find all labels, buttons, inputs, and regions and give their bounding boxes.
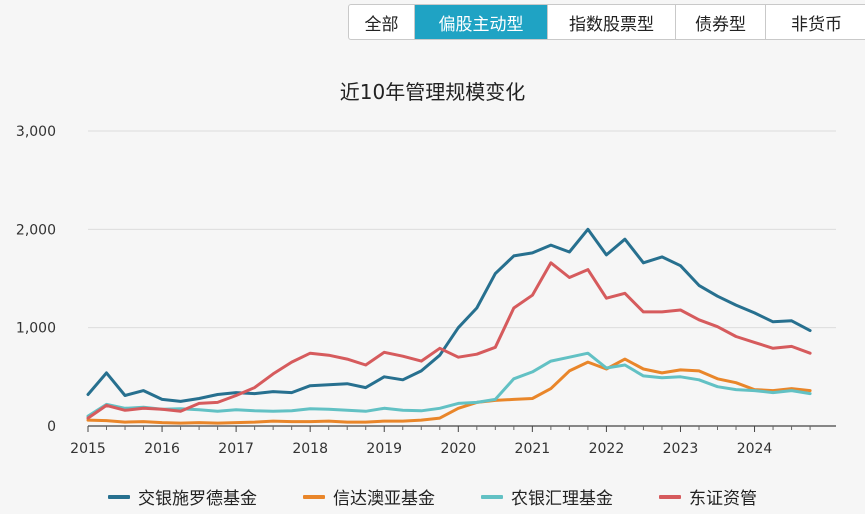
chart-title: 近10年管理规模变化 <box>339 80 526 104</box>
y-tick-label: 1,000 <box>16 321 56 337</box>
legend-label: 交银施罗德基金 <box>138 489 257 509</box>
x-tick-label: 2019 <box>366 441 402 457</box>
legend: 交银施罗德基金 信达澳亚基金 农银汇理基金 东证资管 <box>0 484 865 509</box>
legend-item[interactable]: 交银施罗德基金 <box>108 484 257 509</box>
x-tick-label: 2024 <box>737 441 773 457</box>
legend-swatch-3 <box>659 494 681 499</box>
x-tick-label: 2021 <box>515 441 551 457</box>
tab-all[interactable]: 全部 <box>349 5 415 39</box>
legend-label: 信达澳亚基金 <box>333 489 435 509</box>
x-tick-label: 2020 <box>440 441 476 457</box>
series-line-3 <box>86 261 812 420</box>
legend-swatch-1 <box>303 494 325 499</box>
tab-active-equity[interactable]: 偏股主动型 <box>415 5 548 39</box>
tab-index-equity[interactable]: 指数股票型 <box>548 5 676 39</box>
legend-item[interactable]: 农银汇理基金 <box>481 484 613 509</box>
series-line-2 <box>86 351 812 418</box>
series-lines <box>86 227 812 425</box>
y-axis: 0 1,000 2,000 3,000 <box>16 124 56 435</box>
legend-label: 东证资管 <box>689 489 757 509</box>
fund-type-tabs: 全部 偏股主动型 指数股票型 债券型 非货币 <box>348 4 865 40</box>
x-tick-label: 2022 <box>589 441 625 457</box>
grid-lines <box>88 130 836 427</box>
x-tick-label: 2018 <box>292 441 328 457</box>
x-tick-label: 2016 <box>144 441 180 457</box>
legend-swatch-2 <box>481 494 503 499</box>
legend-item[interactable]: 东证资管 <box>659 484 757 509</box>
tab-bond[interactable]: 债券型 <box>676 5 766 39</box>
legend-swatch-0 <box>108 494 130 499</box>
x-tick-label: 2017 <box>218 441 254 457</box>
tab-non-money[interactable]: 非货币 <box>791 14 842 35</box>
legend-item[interactable]: 信达澳亚基金 <box>303 484 435 509</box>
x-tick-label: 2023 <box>663 441 699 457</box>
series-line-0 <box>86 227 812 403</box>
y-tick-label: 0 <box>47 419 56 435</box>
legend-label: 农银汇理基金 <box>511 489 613 509</box>
x-tick-label: 2015 <box>70 441 106 457</box>
x-axis: 2015 2016 2017 2018 2019 2020 2021 2022 2023 2024 <box>70 426 811 457</box>
y-tick-label: 3,000 <box>16 124 56 140</box>
y-tick-label: 2,000 <box>16 222 56 238</box>
series-line-1 <box>86 357 812 425</box>
